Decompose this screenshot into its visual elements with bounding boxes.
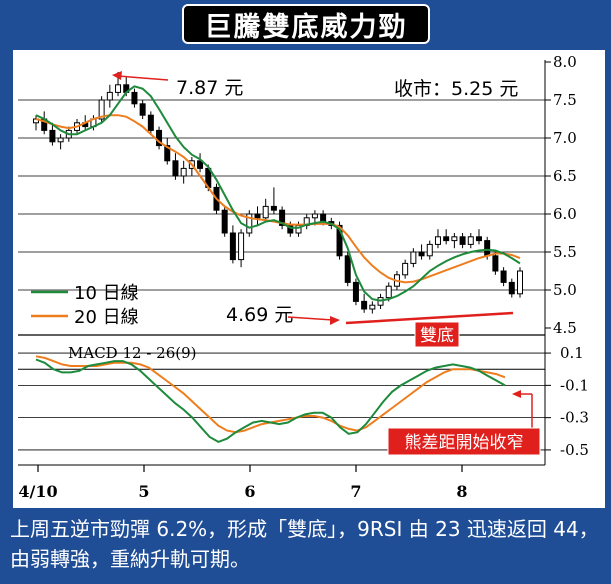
candle-body [443,236,450,242]
x-tick-label: 4/10 [18,482,57,501]
candle-body [492,255,499,272]
candle-body [172,160,179,177]
caption-text: 上周五逆市勁彈 6.2%，形成「雙底」，9RSI 由 23 迅速返回 44，由弱… [10,517,599,571]
candle-body [320,213,327,223]
double-bottom-badge [414,321,460,348]
candle-body [344,255,351,283]
high-arrow [117,75,169,81]
candle-body [98,99,105,120]
x-tick-label: 7 [350,482,361,501]
macd-tick-label: -0.1 [560,376,589,394]
candle-body [164,145,171,162]
neckline-support [345,311,514,325]
candle-body [279,209,286,226]
candle-body [410,251,417,264]
ma10-line [35,85,521,302]
page-title: 巨騰雙底威力勁 [204,11,408,43]
candle-body [426,243,433,257]
candle-body [221,209,228,234]
legend-ma10-label: 10 日線 [74,283,139,304]
candle-body [139,103,146,116]
candle-body [49,129,56,143]
candle-body [229,232,236,261]
low-arrowhead [330,316,340,325]
candle-body [451,236,458,242]
macd-pattern-label: 熊差距開始收窄 [405,433,524,453]
candle-body [418,251,425,257]
candle-body [106,91,113,101]
price-tick-label: 7.0 [553,129,577,147]
x-tick-labels: 4/10 5 6 7 8 [18,465,468,501]
candle-body [385,285,392,299]
candle-body [434,236,441,245]
macd-arrowhead [512,390,521,398]
candle-body [270,205,277,211]
candle-body [336,224,343,257]
candle-body [57,137,64,143]
price-tick-label: 7.5 [553,91,577,109]
high-price-label: 7.87 元 [176,77,243,99]
macd-tick-label: -0.5 [560,441,589,459]
candle-body [402,262,409,276]
high-arrowhead [112,71,122,80]
candle-body [262,205,269,219]
macd-title: MACD 12 - 26(9) [68,344,197,362]
price-tick-label: 5.0 [553,281,577,299]
candle-body [352,281,359,302]
close-price-label: 收市：5.25 元 [394,78,518,100]
candle-body [311,213,318,219]
macd-pattern-badge [387,427,541,456]
candle-body [517,270,523,295]
x-tick-label: 8 [456,482,467,501]
low-price-label: 4.69 元 [226,304,293,326]
candle-body [369,304,376,310]
candle-body [508,281,515,295]
candle-body [156,129,163,147]
legend-ma20-label: 20 日線 [74,307,139,328]
candle-body [147,114,154,131]
x-tick-label: 5 [138,482,149,501]
candle-body [197,160,204,169]
macd-tick-label: -0.3 [560,409,589,427]
price-tick-label: 6.0 [553,205,577,223]
candle-body [180,167,187,177]
candle-body [254,213,261,219]
x-tick-label: 6 [244,482,255,501]
candle-body [361,300,368,310]
double-bottom-label: 雙底 [420,326,454,346]
candle-body [115,84,122,93]
candle-body [475,236,482,242]
y-tick-labels: 8.0 7.5 7.0 6.5 6.0 5.5 5.0 4.5 [545,53,577,337]
candle-body [467,236,474,245]
price-tick-label: 4.5 [553,319,577,337]
price-tick-label: 5.5 [553,243,577,261]
price-tick-label: 8.0 [553,53,577,71]
title-banner: 巨騰雙底威力勁 [182,4,430,44]
candle-body [484,240,491,257]
candle-body [238,232,245,261]
candle-body [459,236,466,245]
candle-body [131,91,138,105]
low-arrow [287,316,334,321]
price-tick-label: 6.5 [553,167,577,185]
candle-body [246,213,253,234]
macd-line [35,358,506,444]
macd-y-tick-labels: 0.1 -0.1 -0.3 -0.5 [545,344,589,459]
macd-tick-label: 0.1 [560,344,584,362]
candle-body [500,270,507,283]
